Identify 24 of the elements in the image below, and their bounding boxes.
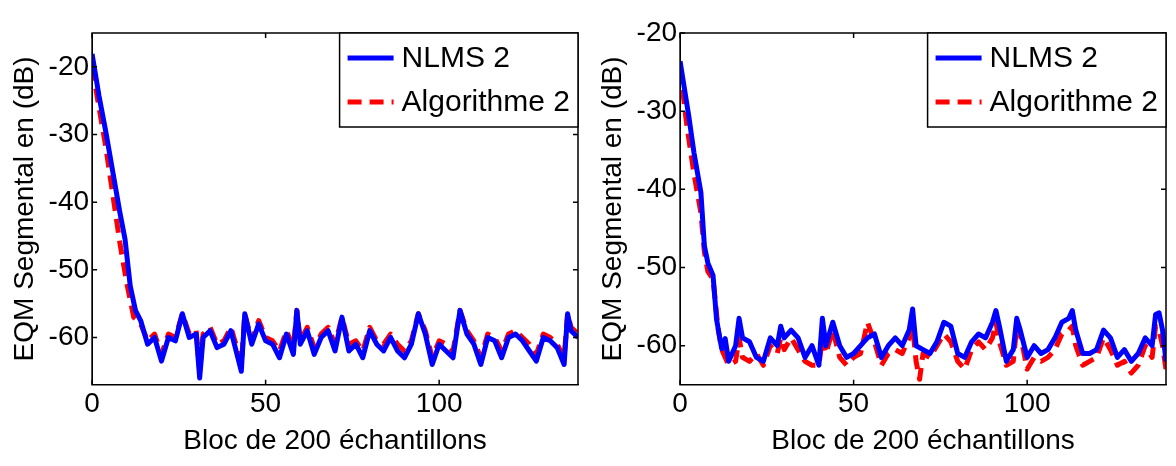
y-tick-label: -50	[636, 250, 678, 282]
y-axis-title: EQM Segmental en (dB)	[595, 56, 627, 362]
x-tick-label: 50	[838, 387, 870, 419]
x-tick-label: 100	[1003, 387, 1051, 419]
y-tick-label: -40	[48, 184, 90, 216]
x-tick-label: 50	[250, 387, 282, 419]
y-tick-label: -30	[48, 117, 90, 149]
y-tick-label: -30	[636, 93, 678, 125]
y-tick-label: -60	[48, 320, 90, 352]
legend-label: NLMS 2	[989, 40, 1098, 74]
legend-label: NLMS 2	[401, 40, 510, 74]
x-tick-label: 0	[672, 387, 688, 419]
legend-label: Algorithme 2	[401, 84, 571, 118]
x-axis-title: Bloc de 200 échantillons	[771, 423, 1075, 455]
y-tick-label: -60	[636, 328, 678, 360]
y-tick-label: -50	[48, 252, 90, 284]
y-tick-label: -40	[636, 172, 678, 204]
y-tick-label: -20	[48, 49, 90, 81]
x-tick-label: 100	[415, 387, 463, 419]
y-tick-label: -20	[636, 15, 678, 47]
legend-label: Algorithme 2	[989, 84, 1159, 118]
x-tick-label: 0	[84, 387, 100, 419]
x-axis-title: Bloc de 200 échantillons	[183, 423, 487, 455]
y-axis-title: EQM Segmental en (dB)	[7, 56, 39, 362]
